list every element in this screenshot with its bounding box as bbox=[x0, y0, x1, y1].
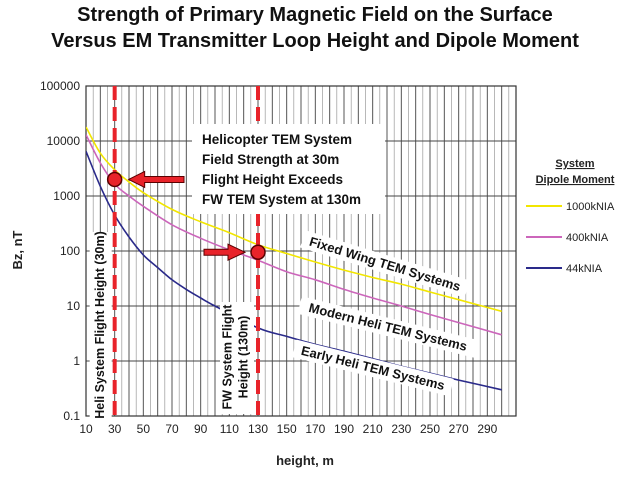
x-tick-label: 290 bbox=[477, 422, 497, 436]
fw-flight-height-label-line1: FW System Flight bbox=[220, 304, 234, 410]
x-tick-label: 10 bbox=[79, 422, 93, 436]
callout-box bbox=[192, 124, 385, 214]
annotation-box bbox=[292, 339, 454, 397]
callout-line: Field Strength at 30m bbox=[202, 152, 339, 167]
y-tick-labels: 0.1 1 10 100 1000 10000 100000 bbox=[40, 79, 80, 423]
y-tick-label: 10000 bbox=[47, 134, 81, 148]
x-tick-label: 210 bbox=[363, 422, 383, 436]
marker-point-0 bbox=[106, 171, 123, 188]
x-tick-labels: 10 30 50 70 90 110 130 150 170 190 210 230 250 270 290 bbox=[79, 422, 497, 436]
annotation-box bbox=[297, 296, 479, 358]
marker-point-1 bbox=[250, 244, 266, 260]
legend-title-line2: Dipole Moment bbox=[536, 174, 615, 186]
fw-flight-height-label-line2: Height (130m) bbox=[236, 316, 250, 399]
x-tick-label: 150 bbox=[277, 422, 297, 436]
x-tick-label: 190 bbox=[334, 422, 354, 436]
x-tick-label: 50 bbox=[137, 422, 151, 436]
arrow-left-icon bbox=[127, 170, 185, 189]
x-tick-label: 250 bbox=[420, 422, 440, 436]
x-tick-label: 130 bbox=[248, 422, 268, 436]
legend: System Dipole Moment 1000kNIA 400kNIA 44kNIA bbox=[522, 150, 626, 300]
legend-label-2: 44kNIA bbox=[566, 263, 603, 275]
legend-label-1: 400kNIA bbox=[566, 232, 609, 244]
x-tick-label: 90 bbox=[194, 422, 208, 436]
y-tick-label: 10 bbox=[67, 299, 81, 313]
plot-frame bbox=[85, 85, 517, 417]
y-axis-label: Bz, nT bbox=[10, 230, 25, 269]
y-tick-label: 100 bbox=[60, 244, 80, 258]
y-tick-label: 1000 bbox=[53, 189, 80, 203]
x-tick-label: 110 bbox=[220, 422, 239, 436]
x-tick-label: 70 bbox=[165, 422, 179, 436]
x-tick-label: 270 bbox=[449, 422, 469, 436]
heli-label-box bbox=[89, 232, 112, 418]
x-tick-label: 230 bbox=[391, 422, 411, 436]
y-tick-label: 100000 bbox=[40, 79, 80, 93]
x-tick-label: 30 bbox=[108, 422, 122, 436]
heli-flight-height-label: Heli System Flight Height (30m) bbox=[93, 231, 107, 419]
callout-line: Flight Height Exceeds bbox=[202, 172, 343, 187]
legend-box bbox=[522, 150, 626, 300]
y-tick-label: 0.1 bbox=[63, 409, 80, 423]
annotation-box bbox=[300, 230, 470, 298]
fw-label-box bbox=[220, 302, 254, 414]
chart-subtitle: Versus EM Transmitter Loop Height and Di… bbox=[51, 30, 579, 52]
arrow-right-icon bbox=[203, 243, 247, 262]
callout-line: Helicopter TEM System bbox=[202, 132, 352, 147]
x-tick-label: 170 bbox=[305, 422, 325, 436]
x-axis-label: height, m bbox=[276, 453, 334, 468]
legend-title-line1: System bbox=[555, 158, 594, 170]
y-tick-label: 1 bbox=[73, 354, 80, 368]
legend-label-0: 1000kNIA bbox=[566, 201, 615, 213]
chart-title: Strength of Primary Magnetic Field on th… bbox=[77, 4, 553, 26]
callout-line: FW TEM System at 130m bbox=[202, 192, 361, 207]
plot-border bbox=[85, 85, 517, 417]
